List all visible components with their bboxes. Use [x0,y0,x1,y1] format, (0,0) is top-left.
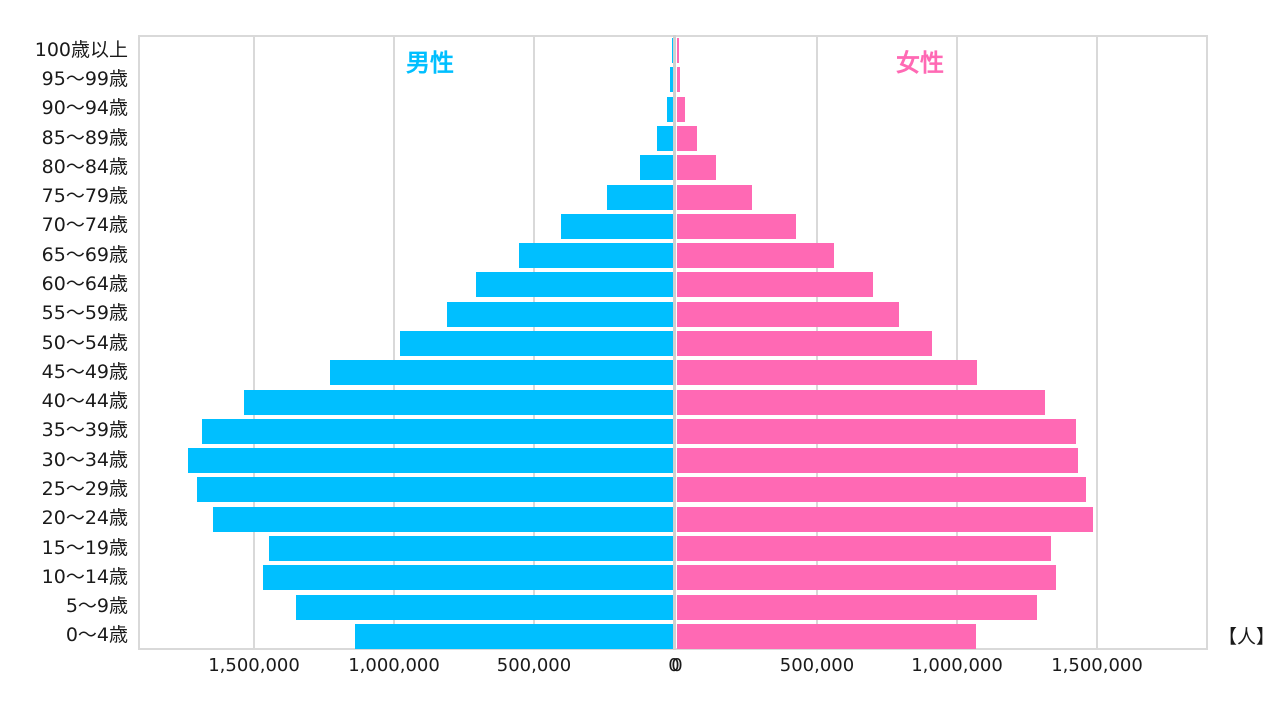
female-bar [677,243,835,269]
male-bar [212,506,673,532]
male-bar [561,213,673,239]
male-series-title: 男性 [406,49,454,77]
male-bar [354,623,673,649]
male-bar [263,565,673,591]
male-bar [606,184,673,210]
male-bar [447,301,673,327]
x-tick-label-left: 500,000 [496,655,572,676]
female-bar [677,506,1094,532]
age-group-label: 100歳以上 [34,38,128,61]
male-bar [670,67,673,93]
female-bar [677,448,1078,474]
female-bar [677,389,1045,415]
female-bar [677,565,1057,591]
female-bar [677,38,679,64]
gridline [253,35,255,650]
female-bar [677,477,1087,503]
female-bar [677,301,900,327]
female-bar [677,360,977,386]
male-bar [666,96,673,122]
x-tick-label-left: 1,500,000 [208,655,300,676]
age-group-label: 75〜79歳 [41,185,128,208]
male-bar [202,418,673,444]
male-bar [296,594,673,620]
female-bar [677,67,680,93]
female-bar [677,155,717,181]
age-group-label: 30〜34歳 [41,448,128,471]
male-bar [244,389,673,415]
female-bar [677,96,685,122]
female-bar [677,272,873,298]
age-group-label: 80〜84歳 [41,155,128,178]
x-tick-label-right: 1,000,000 [911,655,1003,676]
age-group-label: 40〜44歳 [41,390,128,413]
age-group-label: 25〜29歳 [41,477,128,500]
age-group-label: 0〜4歳 [65,624,128,647]
age-group-label: 95〜99歳 [41,67,128,90]
female-bar [677,331,933,356]
female-bar [677,184,753,210]
female-bar [677,623,977,649]
male-bar [197,477,673,503]
age-group-label: 65〜69歳 [41,243,128,266]
age-group-label: 5〜9歳 [65,595,128,618]
male-bar [476,272,673,298]
unit-label: 【人】 [1218,626,1276,648]
male-bar [519,243,673,269]
age-group-label: 55〜59歳 [41,302,128,325]
male-bar [268,536,673,561]
female-bar [677,126,698,151]
x-tick-label-right: 1,500,000 [1051,655,1143,676]
x-tick-label-left: 1,000,000 [348,655,440,676]
female-bar [677,213,796,239]
male-bar [188,448,673,474]
gridline [393,35,395,650]
age-group-label: 35〜39歳 [41,419,128,442]
age-group-label: 50〜54歳 [41,331,128,354]
x-tick-label-left: 0 [668,655,680,676]
gridline [956,35,958,650]
age-group-label: 85〜89歳 [41,126,128,149]
age-group-label: 60〜64歳 [41,272,128,295]
age-group-label: 45〜49歳 [41,360,128,383]
female-series-title: 女性 [896,49,944,77]
age-group-label: 15〜19歳 [41,536,128,559]
female-bar [677,536,1052,561]
center-axis [673,35,676,650]
x-tick-label-right: 500,000 [779,655,855,676]
male-bar [400,331,673,356]
age-group-label: 70〜74歳 [41,214,128,237]
female-bar [677,418,1076,444]
x-tick-label-right: 0 [671,655,683,676]
male-bar [330,360,673,386]
female-bar [677,594,1038,620]
male-bar [671,38,673,64]
male-bar [639,155,673,181]
gridline [1096,35,1098,650]
age-group-label: 10〜14歳 [41,565,128,588]
age-group-label: 20〜24歳 [41,507,128,530]
age-group-label: 90〜94歳 [41,97,128,120]
male-bar [657,126,673,151]
